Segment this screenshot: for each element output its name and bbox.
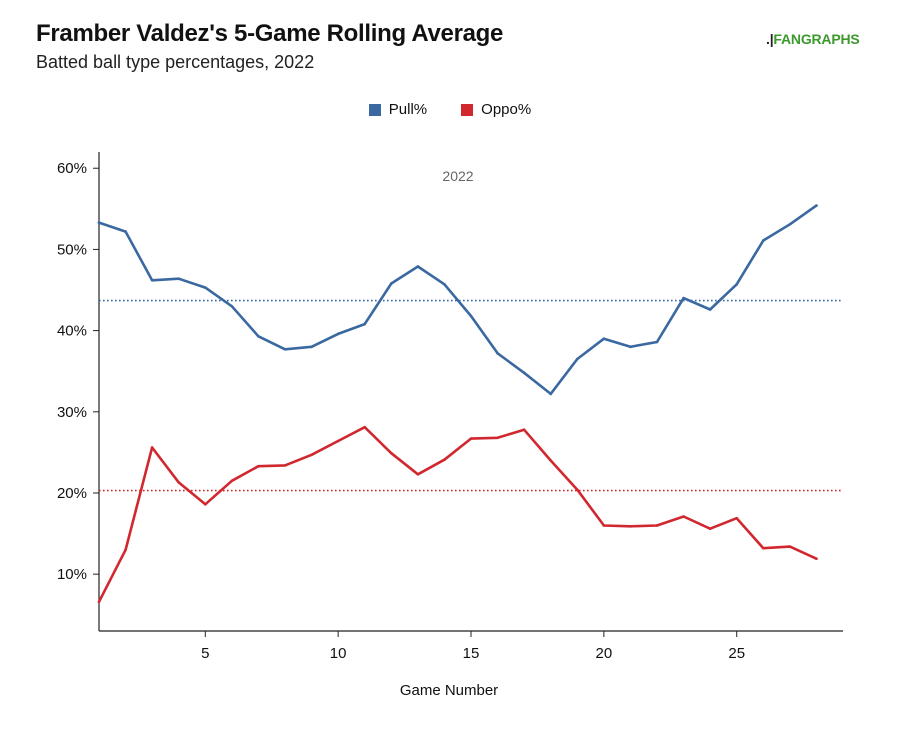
pull-data-point [283, 347, 287, 351]
pull-data-point [310, 345, 313, 349]
oppo-data-point [177, 481, 181, 484]
pull-data-point [629, 345, 632, 349]
x-tick-label: 25 [728, 645, 745, 662]
legend-swatch-oppo [461, 103, 474, 116]
year-annotation: 2022 [442, 168, 473, 184]
oppo-data-point [496, 436, 499, 440]
oppo-data-point [443, 458, 446, 461]
pull-data-point [735, 283, 739, 286]
chart-subtitle: Batted ball type percentages, 2022 [36, 52, 315, 72]
pull-data-point [761, 239, 765, 242]
x-tick-label: 10 [330, 645, 347, 662]
y-tick-label: 50% [57, 241, 87, 258]
oppo-data-point [522, 428, 526, 431]
pull-series-line [97, 204, 818, 396]
pull-data-point [177, 277, 181, 280]
pull-data-point [655, 340, 659, 344]
pull-data-point [389, 282, 393, 285]
oppo-data-point [602, 524, 606, 527]
oppo-data-point [257, 464, 260, 468]
oppo-data-point [575, 488, 579, 492]
oppo-data-point [124, 548, 127, 552]
pull-data-point [496, 352, 499, 355]
oppo-data-point [389, 451, 393, 455]
fangraphs-logo[interactable]: .|FANGRAPHS [766, 31, 860, 47]
oppo-data-point [203, 503, 207, 506]
legend-item-oppo[interactable]: Oppo% [461, 101, 531, 118]
y-tick-label: 20% [57, 485, 87, 502]
pull-data-point [815, 204, 818, 207]
legend-label-oppo: Oppo% [481, 101, 532, 118]
oppo-data-point [230, 479, 234, 483]
fangraphs-logo-text: FANGRAPHS [773, 31, 860, 47]
pull-data-point [522, 371, 526, 375]
y-tick-label: 60% [57, 160, 87, 177]
oppo-data-point [336, 439, 340, 443]
oppo-data-point [655, 524, 659, 527]
oppo-data-point [310, 453, 313, 457]
pull-data-point [682, 296, 685, 300]
oppo-data-point [416, 473, 420, 476]
x-tick-label: 20 [596, 645, 613, 662]
x-tick-label: 5 [201, 645, 209, 662]
fangraphs-logo-mark: .| [766, 31, 774, 47]
pull-data-point [203, 286, 207, 289]
pull-data-point [230, 304, 234, 308]
y-tick-label: 10% [57, 566, 87, 583]
oppo-data-point [97, 600, 101, 604]
oppo-data-point [549, 459, 553, 462]
pull-data-point [150, 278, 154, 282]
pull-data-point [124, 230, 127, 233]
oppo-data-point [629, 524, 632, 528]
pull-data-point [469, 314, 473, 318]
oppo-data-point [682, 515, 685, 518]
oppo-data-point [708, 527, 712, 531]
chart-title: Framber Valdez's 5-Game Rolling Average [36, 20, 504, 47]
legend-swatch-pull [368, 103, 381, 116]
y-tick-label: 40% [57, 323, 87, 340]
oppo-data-point [283, 464, 287, 467]
legend-label-pull: Pull% [388, 101, 428, 118]
pull-data-point [443, 283, 446, 286]
oppo-data-point [815, 557, 818, 561]
oppo-data-point [761, 546, 765, 550]
pull-data-point [549, 392, 553, 396]
pull-data-point [416, 265, 420, 268]
oppo-data-point [735, 516, 739, 520]
legend-item-pull[interactable]: Pull% [368, 101, 428, 118]
pull-data-point [788, 222, 792, 226]
pull-data-point [257, 334, 260, 338]
x-tick-label: 15 [463, 645, 480, 662]
oppo-data-point [469, 437, 473, 440]
oppo-data-point [363, 425, 367, 429]
y-tick-label: 30% [57, 404, 87, 421]
x-axis-label: Game Number [400, 682, 498, 699]
pull-data-point [363, 322, 367, 326]
pull-data-point [336, 332, 340, 336]
chart-legend: Pull% Oppo% [0, 101, 900, 118]
oppo-data-point [788, 545, 792, 548]
pull-data-point [575, 357, 579, 361]
pull-data-point [97, 221, 101, 224]
pull-data-point [708, 308, 712, 311]
oppo-data-point [150, 446, 154, 449]
pull-data-point [602, 337, 606, 341]
oppo-series-line [97, 425, 818, 604]
